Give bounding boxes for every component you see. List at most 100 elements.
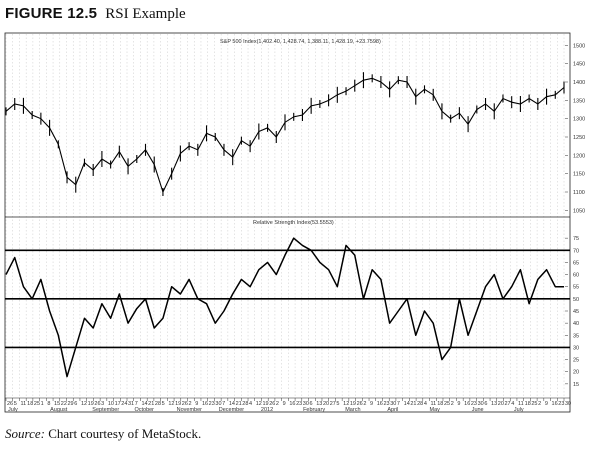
date-tick-label: 25 <box>531 401 537 407</box>
price-axis: 1050 1100 1150 1200 1250 1300 1350 1400 1450 1500 <box>565 43 585 214</box>
date-tick-label: 30 <box>478 401 484 407</box>
date-tick-label: 28 <box>417 401 423 407</box>
month-label: May <box>430 407 441 413</box>
rsi-tick-label: 35 <box>573 333 579 339</box>
date-tick-label: 26 <box>357 401 363 407</box>
date-tick-label: 26 <box>94 401 100 407</box>
rsi-tick-label: 30 <box>573 345 579 351</box>
price-tick-label: 1200 <box>573 153 585 159</box>
date-tick-label: 12 <box>81 401 87 407</box>
figure-caption: RSI Example <box>105 6 186 22</box>
date-tick-label: 9 <box>283 401 286 407</box>
date-tick-label: 5 <box>336 401 339 407</box>
date-tick-label: 4 <box>511 401 514 407</box>
date-tick-label: 2 <box>538 401 541 407</box>
date-tick-label: 28 <box>242 401 248 407</box>
date-tick-label: 23 <box>471 401 477 407</box>
date-tick-label: 21 <box>148 401 154 407</box>
date-tick-label: 11 <box>518 401 524 407</box>
month-label: July <box>514 407 524 413</box>
price-panel-title: S&P 500 Index(1,402.40, 1,428.74, 1,388.… <box>220 39 381 45</box>
date-tick-label: 9 <box>195 401 198 407</box>
date-tick-label: 11 <box>20 401 26 407</box>
month-label: November <box>177 407 203 413</box>
date-tick-label: 6 <box>74 401 77 407</box>
month-label: September <box>92 407 119 413</box>
price-tick-label: 1300 <box>573 117 585 123</box>
rsi-tick-label: 55 <box>573 285 579 291</box>
date-tick-label: 7 <box>135 401 138 407</box>
rsi-panel-title: Relative Strength Index(53.5553) <box>253 220 334 226</box>
month-label: July <box>8 407 18 413</box>
date-tick-label: 8 <box>47 401 50 407</box>
date-tick-label: 9 <box>545 401 548 407</box>
date-tick-label: 21 <box>410 401 416 407</box>
date-tick-label: 24 <box>121 401 127 407</box>
rsi-tick-label: 65 <box>573 260 579 266</box>
date-tick-label: 16 <box>464 401 470 407</box>
date-tick-label: 13 <box>491 401 497 407</box>
date-tick-label: 19 <box>350 401 356 407</box>
date-tick-label: 27 <box>504 401 510 407</box>
price-tick-label: 1250 <box>573 135 585 141</box>
rsi-tick-label: 60 <box>573 273 579 279</box>
date-tick-label: 18 <box>525 401 531 407</box>
date-tick-label: 14 <box>141 401 147 407</box>
rsi-tick-label: 50 <box>573 297 579 303</box>
date-tick-label: 19 <box>175 401 181 407</box>
rsi-tick-label: 15 <box>573 382 579 388</box>
month-label: June <box>472 407 484 413</box>
price-tick-label: 1150 <box>573 172 585 178</box>
date-tick-label: 16 <box>552 401 558 407</box>
date-tick-label: 5 <box>14 401 17 407</box>
rsi-tick-label: 45 <box>573 309 579 315</box>
month-label: October <box>134 407 154 413</box>
date-tick-label: 12 <box>343 401 349 407</box>
price-tick-label: 1100 <box>573 190 585 196</box>
date-tick-label: 19 <box>262 401 268 407</box>
source-text: Chart courtesy of MetaStock. <box>48 426 202 441</box>
month-label: 2012 <box>261 407 273 413</box>
date-tick-label: 30 <box>303 401 309 407</box>
date-tick-label: 9 <box>457 401 460 407</box>
date-tick-label: 21 <box>236 401 242 407</box>
price-tick-label: 1400 <box>573 80 585 86</box>
date-tick-label: 20 <box>498 401 504 407</box>
figure-number: FIGURE 12.5 <box>5 5 98 22</box>
date-tick-label: 22 <box>61 401 67 407</box>
vertical-gridlines <box>5 34 565 397</box>
date-tick-label: 7 <box>222 401 225 407</box>
rsi-tick-label: 25 <box>573 358 579 364</box>
date-tick-label: 2 <box>189 401 192 407</box>
date-tick-label: 18 <box>437 401 443 407</box>
month-label: February <box>303 407 325 413</box>
figure-title: FIGURE 12.5 RSI Example <box>5 5 186 23</box>
date-tick-label: 30 <box>390 401 396 407</box>
date-tick-label: 27 <box>330 401 336 407</box>
date-tick-label: 25 <box>34 401 40 407</box>
date-tick-label: 16 <box>377 401 383 407</box>
date-tick-label: 1 <box>41 401 44 407</box>
date-tick-label: 17 <box>115 401 121 407</box>
date-tick-label: 28 <box>155 401 161 407</box>
date-tick-label: 10 <box>108 401 114 407</box>
date-tick-label: 16 <box>202 401 208 407</box>
month-label: April <box>387 407 398 413</box>
date-tick-label: 15 <box>54 401 60 407</box>
date-tick-label: 29 <box>68 401 74 407</box>
date-tick-label: 23 <box>296 401 302 407</box>
price-tick-label: 1050 <box>573 208 585 214</box>
date-tick-label: 2 <box>276 401 279 407</box>
date-tick-label: 25 <box>444 401 450 407</box>
date-tick-label: 14 <box>404 401 410 407</box>
price-tick-label: 1450 <box>573 62 585 68</box>
date-tick-label: 6 <box>484 401 487 407</box>
date-tick-label: 30 <box>565 401 571 407</box>
rsi-tick-label: 40 <box>573 321 579 327</box>
rsi-tick-label: 20 <box>573 370 579 376</box>
date-tick-label: 23 <box>383 401 389 407</box>
date-tick-label: 2 <box>363 401 366 407</box>
month-label: March <box>345 407 360 413</box>
date-tick-label: 18 <box>27 401 33 407</box>
date-tick-label: 26 <box>269 401 275 407</box>
